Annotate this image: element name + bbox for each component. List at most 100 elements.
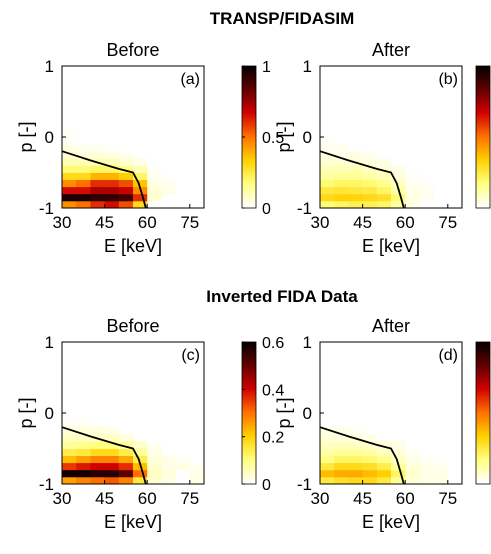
heatmap-cell [76, 434, 91, 442]
colorbar-segment [242, 139, 256, 143]
colorbar-segment [476, 427, 490, 431]
colorbar-segment [242, 196, 256, 200]
colorbar-segment [476, 179, 490, 183]
colorbar-segment [242, 106, 256, 110]
heatmap-cell [320, 448, 335, 456]
heatmap-cell [362, 186, 378, 195]
colorbar-segment [242, 448, 256, 452]
colorbar-segment [242, 137, 256, 140]
heatmap-cell [362, 193, 378, 202]
colorbar-segment [242, 148, 256, 152]
colorbar-segment [242, 151, 256, 155]
heatmap-cell [104, 172, 120, 180]
colorbar-segment [476, 129, 490, 133]
colorbar-segment [242, 120, 256, 124]
colorbar-segment [476, 476, 490, 480]
y-axis-label: p [-] [274, 121, 294, 152]
heatmap-cell [391, 476, 406, 485]
heatmap-cell [348, 427, 363, 435]
colorbar-segment [476, 94, 490, 98]
heatmap-cell [62, 144, 77, 152]
heatmap-cell [419, 186, 434, 195]
heatmap-cells [320, 427, 449, 485]
heatmap-cell [76, 469, 91, 478]
x-tick-label: 45 [95, 213, 114, 232]
heatmap-cell [104, 165, 120, 173]
colorbar-segment [242, 377, 256, 381]
colorbar-segment [476, 139, 490, 143]
y-tick-label: 1 [45, 57, 54, 76]
x-tick-label: 60 [396, 489, 415, 508]
heatmap-cell [76, 172, 91, 180]
row-title-top: TRANSP/FIDASIM [210, 9, 355, 28]
heatmap-cell [334, 165, 349, 173]
colorbar-segment [476, 469, 490, 473]
heatmap-cell [90, 151, 105, 159]
colorbar-segment [476, 434, 490, 438]
colorbar-segment [476, 417, 490, 421]
colorbar-segment [476, 203, 490, 207]
x-tick-label: 30 [53, 489, 72, 508]
heatmap-cell [320, 193, 335, 202]
colorbar-segment [476, 479, 490, 483]
colorbar-segment [242, 101, 256, 105]
heatmap-cell [376, 165, 392, 173]
heatmap-cell [118, 200, 134, 209]
heatmap-cell [348, 200, 363, 209]
heatmap-cell [133, 441, 148, 449]
heatmap-cell [348, 179, 363, 188]
heatmap-cell [419, 462, 434, 471]
colorbar-segment [476, 446, 490, 449]
colorbar-segment [476, 155, 490, 159]
heatmap-cell [405, 172, 420, 180]
heatmap-cell [104, 200, 120, 209]
x-axis-label: E [keV] [104, 236, 162, 256]
heatmap-cell [391, 200, 406, 209]
heatmap-cell [376, 200, 392, 209]
colorbar-segment [476, 413, 490, 416]
heatmap-cell [133, 469, 148, 478]
colorbar-segment [476, 115, 490, 119]
colorbar-segment [476, 474, 490, 478]
colorbar-segment [242, 129, 256, 133]
x-axis-label: E [keV] [104, 512, 162, 532]
colorbar-segment [242, 363, 256, 367]
colorbar-segment [242, 344, 256, 348]
colorbar: 0 0.2 0.4 0.6 [241, 335, 284, 494]
heatmap-cell [362, 165, 378, 173]
colorbar-segment [476, 396, 490, 400]
x-tick-label: 75 [180, 213, 199, 232]
heatmap-cell [362, 476, 378, 485]
colorbar-frame [475, 341, 491, 485]
colorbar-segment [242, 356, 256, 360]
heatmap-cell [161, 179, 176, 188]
y-tick-label: 0 [45, 128, 54, 147]
panel-b: After 30 45 60 75 -1 0 1 E [keV] p [-] (b) [274, 40, 491, 256]
heatmap-cell [62, 434, 77, 442]
colorbar-segment [242, 472, 256, 476]
heatmap-cell [76, 186, 91, 195]
colorbar-segment [242, 66, 256, 69]
colorbar-segment [476, 441, 490, 445]
y-tick-label: -1 [297, 199, 312, 218]
heatmap-cell [320, 158, 335, 166]
heatmap-cell [118, 151, 134, 159]
colorbar-segment [242, 92, 256, 95]
colorbar-segment [242, 205, 256, 209]
colorbar-segment [476, 353, 490, 357]
heatmap-cell [175, 455, 191, 464]
x-tick-label: 45 [353, 489, 372, 508]
heatmap-cell [62, 476, 77, 485]
colorbar-segment [476, 460, 490, 464]
heatmap-cell [189, 469, 205, 478]
colorbar-segment [242, 113, 256, 117]
panel-label: (b) [438, 71, 458, 88]
heatmap-cell [133, 172, 148, 180]
heatmap-cell [433, 462, 449, 471]
heatmap-cell [391, 469, 406, 478]
y-tick-label: 1 [303, 57, 312, 76]
heatmap-cell [76, 441, 91, 449]
heatmap-cell [320, 165, 335, 173]
colorbar-segment [476, 151, 490, 155]
heatmap-cell [133, 200, 148, 209]
